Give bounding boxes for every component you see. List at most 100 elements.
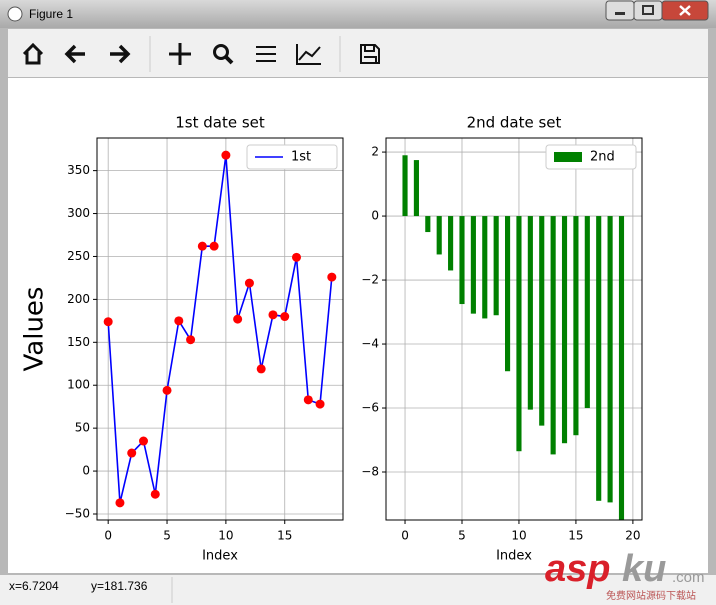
data-point <box>303 395 313 405</box>
x-tick-label: 15 <box>277 529 292 543</box>
x-tick-label: 5 <box>163 529 171 543</box>
data-point <box>280 312 290 322</box>
y-tick-label: 2 <box>371 145 379 159</box>
data-point <box>315 399 325 409</box>
data-point <box>221 150 231 160</box>
bar <box>504 216 511 372</box>
data-point <box>162 385 172 395</box>
watermark-tagline: 免费网站源码下载站 <box>606 589 696 602</box>
y-tick-label: 200 <box>67 292 90 306</box>
x-tick-label: 10 <box>218 529 233 543</box>
status-x: x=6.7204 <box>9 579 59 593</box>
y-tick-label: 250 <box>67 249 90 263</box>
close-icon <box>679 5 691 16</box>
bar <box>584 216 590 409</box>
data-point <box>115 498 125 508</box>
title-bar <box>0 0 716 28</box>
bar <box>618 216 625 520</box>
data-point <box>327 272 337 282</box>
save-button[interactable] <box>360 44 380 64</box>
plot-frame <box>96 137 344 521</box>
x-axis-label: Index <box>202 549 238 564</box>
bar <box>470 216 476 314</box>
data-point <box>150 489 160 499</box>
bar <box>607 216 613 503</box>
bar <box>527 216 533 410</box>
x-tick-label: 0 <box>104 529 112 543</box>
watermark-brand: asp <box>545 548 610 590</box>
minimize-icon <box>615 12 625 15</box>
zoom-button[interactable] <box>213 44 229 60</box>
toolbar-icons <box>22 36 380 72</box>
y-tick-label: 300 <box>67 206 90 220</box>
bar <box>402 155 408 217</box>
home-button[interactable] <box>22 42 44 65</box>
bar <box>425 216 431 233</box>
legend-label: 2nd <box>590 150 615 165</box>
y-tick-label: 0 <box>371 209 379 223</box>
data-line <box>107 155 333 504</box>
y-tick-label: −4 <box>361 337 379 351</box>
bar <box>448 216 454 271</box>
y-tick-label: 350 <box>67 163 90 177</box>
y-tick-label: −8 <box>361 465 379 479</box>
data-point <box>209 241 219 251</box>
data-point <box>174 316 184 326</box>
x-tick-label: 15 <box>568 529 583 543</box>
legend-box <box>545 144 637 170</box>
pan-button[interactable] <box>169 43 191 65</box>
bar <box>482 216 488 319</box>
plot-frame <box>385 137 643 521</box>
data-point <box>127 448 137 458</box>
data-point <box>244 278 254 288</box>
x-tick-label: 20 <box>625 529 640 543</box>
bar <box>539 216 545 426</box>
y-tick-label: −2 <box>361 273 379 287</box>
bar <box>561 216 568 444</box>
status-y: y=181.736 <box>91 579 148 593</box>
x-tick-label: 0 <box>401 529 409 543</box>
data-point <box>233 314 243 324</box>
legend-box <box>246 144 338 170</box>
y-axis-label: Values <box>20 287 50 372</box>
data-point <box>197 241 207 251</box>
data-point <box>138 436 148 446</box>
data-point <box>292 252 302 262</box>
back-button[interactable] <box>64 44 85 64</box>
maximize-icon <box>642 5 654 15</box>
data-point <box>268 310 278 320</box>
legend-label: 1st <box>291 150 311 165</box>
bar <box>596 216 602 501</box>
chart-title: 2nd date set <box>467 114 562 132</box>
legend-swatch <box>554 152 582 162</box>
data-point <box>103 317 113 327</box>
y-tick-label: 0 <box>82 464 90 478</box>
window-title: Figure 1 <box>29 7 73 21</box>
status-bar <box>0 575 716 605</box>
bar <box>493 216 499 316</box>
bar <box>413 160 419 217</box>
minimize-button[interactable] <box>605 0 635 21</box>
configure-button[interactable] <box>256 46 276 62</box>
app-icon <box>7 6 23 22</box>
y-tick-label: 100 <box>67 378 90 392</box>
maximize-button[interactable] <box>633 0 663 21</box>
zoom-handle <box>224 55 234 65</box>
watermark-brand2: ku <box>622 548 666 590</box>
window-controls <box>605 0 709 21</box>
data-point <box>256 364 266 374</box>
x-tick-label: 10 <box>511 529 526 543</box>
y-tick-label: 150 <box>67 335 90 349</box>
edit-axes-button[interactable] <box>296 44 321 65</box>
watermark-domain: .com <box>672 569 705 586</box>
x-axis-label: Index <box>496 549 532 564</box>
y-tick-label: −50 <box>65 506 90 520</box>
data-point <box>186 335 196 345</box>
chart-title: 1st date set <box>175 114 265 132</box>
bar <box>516 216 522 452</box>
forward-button[interactable] <box>110 44 131 64</box>
bar <box>459 216 465 305</box>
y-tick-label: 50 <box>75 421 90 435</box>
bar <box>550 216 556 455</box>
